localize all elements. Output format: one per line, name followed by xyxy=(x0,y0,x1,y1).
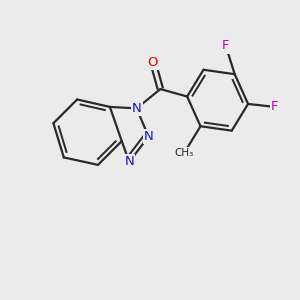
Text: F: F xyxy=(222,40,230,52)
Text: O: O xyxy=(148,56,158,69)
Text: CH₃: CH₃ xyxy=(175,148,194,158)
Text: N: N xyxy=(124,155,134,168)
Text: F: F xyxy=(271,100,279,113)
Text: N: N xyxy=(132,102,142,115)
Text: N: N xyxy=(144,130,153,143)
